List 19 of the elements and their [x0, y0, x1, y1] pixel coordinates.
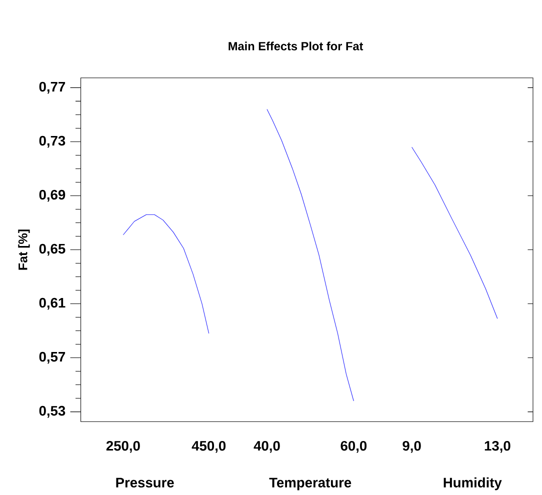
y-tick-label: 0,53 — [39, 406, 66, 418]
x-axis-title: Humidity — [444, 478, 502, 490]
y-axis-title: Fat [%] — [18, 230, 30, 270]
x-tick-label: 60,0 — [340, 441, 367, 453]
x-axis-title: Pressure — [116, 478, 174, 488]
line-series — [122, 214, 210, 334]
x-axis-title: Temperature — [269, 478, 352, 490]
chart-title: Main Effects Plot for Fat — [228, 42, 364, 51]
x-tick-label: 13,0 — [484, 441, 510, 453]
x-tick-label: 40,0 — [254, 441, 280, 453]
y-tick-label: 0,65 — [39, 244, 66, 256]
y-tick-label: 0,69 — [39, 190, 66, 202]
y-tick-label: 0,57 — [39, 352, 66, 364]
y-tick-label: 0,77 — [39, 82, 66, 94]
x-tick-label: 9,0 — [402, 441, 421, 453]
x-tick-label: 450,0 — [192, 441, 226, 453]
y-tick-label: 0,61 — [39, 298, 66, 310]
y-tick-label: 0,73 — [39, 136, 66, 148]
x-tick-label: 250,0 — [106, 441, 140, 453]
